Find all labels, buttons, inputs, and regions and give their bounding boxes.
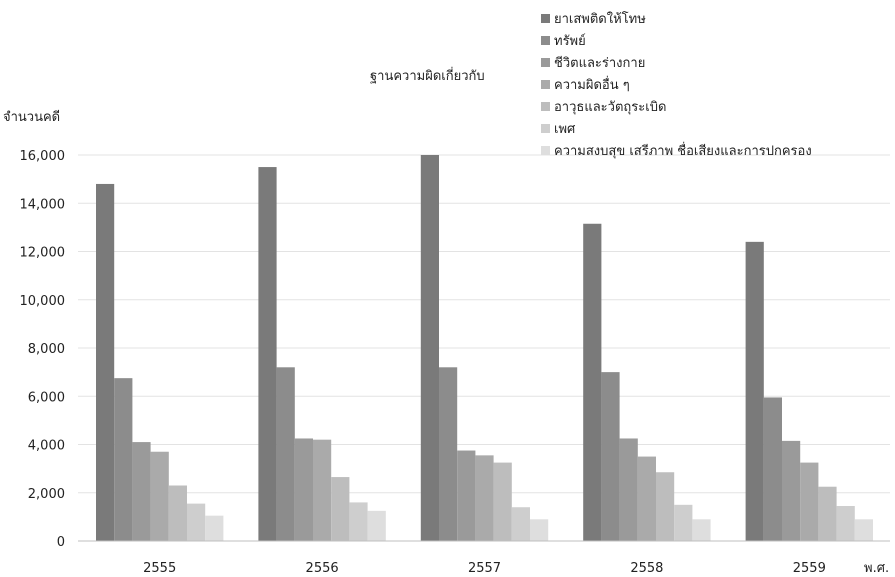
bar [205,515,224,541]
bar [601,372,620,541]
legend-entry: ทรัพย์ [554,33,586,49]
bar [763,397,782,541]
legend-swatch [541,58,550,67]
legend-entry: ชีวิตและร่างกาย [554,55,645,71]
bar [439,367,458,541]
bar [674,504,693,541]
x-tick-label: 2559 [793,561,826,576]
legend: ยาเสพติดให้โทษทรัพย์ชีวิตและร่างกายความผ… [541,11,812,159]
bar [530,519,549,541]
bar [818,486,837,541]
legend-swatch [541,36,550,45]
legend-swatch [541,124,550,133]
legend-entry: ความผิดอื่น ๆ [554,76,630,93]
bar [656,472,675,541]
bar [331,477,350,541]
bar [782,440,801,541]
y-tick-label: 6,000 [28,390,65,405]
bars [96,155,873,541]
bar [637,456,656,541]
bar [367,510,386,541]
y-tick-label: 16,000 [20,149,66,164]
bar [96,183,115,541]
y-tick-label: 14,000 [20,197,66,212]
legend-entry: ยาเสพติดให้โทษ [554,11,646,27]
x-axis-label: พ.ศ. [864,561,889,576]
legend-entry: อาวุธและวัตถุระเบิด [554,100,666,115]
y-tick-label: 12,000 [20,246,66,261]
bar [313,439,332,541]
bar [420,155,439,541]
bar [511,507,530,541]
bar [114,378,133,541]
bar [619,438,638,541]
bar [800,462,819,541]
legend-entry: เพศ [554,122,576,137]
y-tick-label: 4,000 [28,439,65,454]
bar [692,519,711,541]
y-tick-label: 0 [57,535,65,550]
gridlines [78,154,890,494]
legend-title: ฐานความผิดเกี่ยวกับ [370,67,485,84]
x-tick-label: 2557 [468,561,501,576]
legend-swatch [541,146,550,155]
bar [150,451,169,541]
y-axis-ticks: 0 2,000 4,000 6,000 8,000 10,000 12,000 14,000 1… [20,149,66,550]
bar [258,167,277,541]
bar [475,455,494,541]
legend-entry: ความสงบสุข เสรีภาพ ชื่อเสียงและการปกครอง [554,142,812,159]
bar [168,485,187,541]
x-axis-ticks: 2555 2556 2557 2558 2559 [143,561,826,576]
x-tick-label: 2556 [306,561,339,576]
bar [854,519,873,541]
x-tick-label: 2555 [143,561,176,576]
bar [187,503,206,541]
bar [276,367,295,541]
y-tick-label: 2,000 [28,487,65,502]
legend-swatch [541,102,550,111]
bar [294,438,313,541]
bar [583,223,602,541]
y-axis-label: จำนวนคดี [3,109,60,125]
bar [132,442,151,541]
bar [349,502,368,541]
y-tick-label: 10,000 [20,294,66,309]
bar [745,241,764,541]
x-tick-label: 2558 [630,561,663,576]
bar [493,462,512,541]
bar [457,450,476,541]
bar [836,506,855,541]
legend-swatch [541,14,550,23]
y-tick-label: 8,000 [28,342,65,357]
legend-swatch [541,80,550,89]
